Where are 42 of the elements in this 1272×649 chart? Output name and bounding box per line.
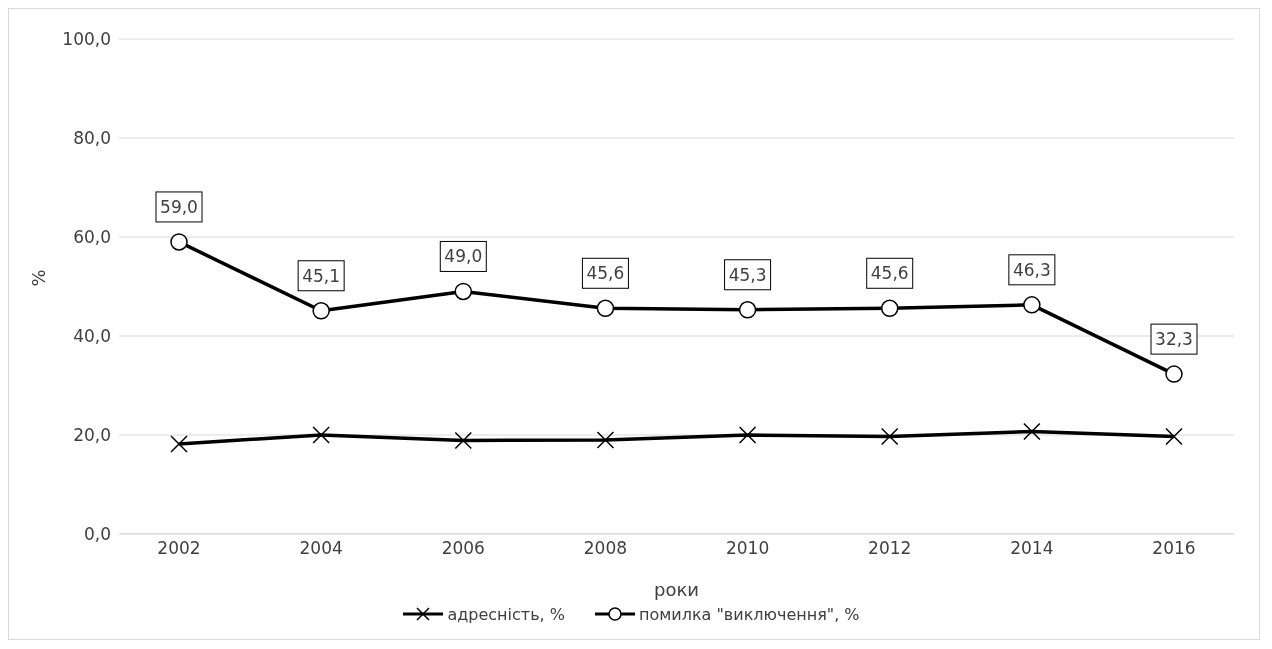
y-tick-label: 40,0 xyxy=(73,326,111,347)
point xyxy=(880,427,899,446)
point xyxy=(170,233,188,251)
data-label: 32,3 xyxy=(1155,329,1193,350)
point xyxy=(454,282,473,301)
point xyxy=(170,435,188,453)
point xyxy=(738,301,757,319)
data-label: 45,1 xyxy=(302,265,341,286)
y-tick-label: 20,0 xyxy=(73,425,111,446)
x-axis-title: роки xyxy=(653,579,700,600)
data-label: 45,6 xyxy=(586,263,625,284)
data-label: 45,6 xyxy=(870,263,909,284)
x-tick-label: 2012 xyxy=(868,538,912,559)
y-tick-label: 80,0 xyxy=(73,128,111,149)
point xyxy=(596,299,615,318)
point xyxy=(880,299,899,318)
point xyxy=(312,426,330,444)
y-axis-title: % xyxy=(28,269,50,287)
y-tick-label: 0,0 xyxy=(83,524,111,545)
x-tick-label: 2006 xyxy=(441,538,485,559)
point xyxy=(596,431,615,449)
legend-label: адресність, % xyxy=(446,604,565,624)
data-label: 46,3 xyxy=(1012,259,1051,280)
y-tick-label: 60,0 xyxy=(73,227,111,248)
point xyxy=(1165,427,1183,446)
point xyxy=(1023,422,1041,441)
x-tick-label: 2002 xyxy=(157,538,201,559)
x-tick-label: 2010 xyxy=(725,538,770,559)
point xyxy=(312,302,330,320)
x-tick-label: 2004 xyxy=(299,538,343,559)
point xyxy=(454,431,473,450)
point xyxy=(738,426,757,444)
point xyxy=(1165,365,1183,383)
legend-label: помилка "виключення", % xyxy=(637,604,860,624)
data-label: 45,3 xyxy=(728,264,767,285)
y-tick-label: 100,0 xyxy=(62,29,111,50)
data-label: 49,0 xyxy=(444,246,483,267)
x-tick-label: 2016 xyxy=(1152,538,1196,559)
x-tick-label: 2008 xyxy=(583,538,628,559)
x-tick-label: 2014 xyxy=(1010,538,1054,559)
point xyxy=(1023,296,1041,314)
data-label: 59,0 xyxy=(160,196,198,217)
